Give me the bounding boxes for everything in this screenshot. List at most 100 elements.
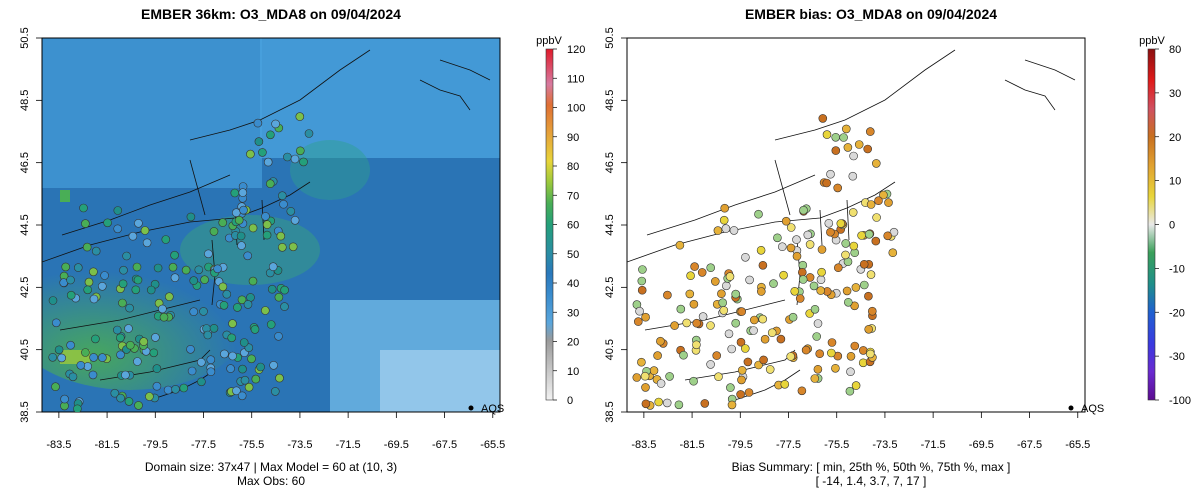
station-marker	[200, 275, 209, 285]
colorbar-tick-label: -10	[1169, 263, 1185, 275]
station-marker	[151, 333, 160, 342]
station-marker	[288, 242, 298, 252]
station-marker	[226, 364, 235, 373]
station-marker	[73, 404, 82, 412]
station-marker	[145, 392, 154, 401]
station-marker	[103, 218, 112, 228]
station-marker	[91, 334, 100, 344]
station-marker	[777, 242, 787, 251]
station-marker	[792, 235, 801, 244]
station-marker	[124, 397, 134, 406]
station-marker	[57, 353, 67, 363]
station-marker	[280, 302, 289, 311]
station-marker	[874, 196, 883, 205]
station-marker	[845, 386, 855, 396]
colorbar-tick-label: -100	[1169, 395, 1191, 407]
station-marker	[233, 303, 242, 312]
station-marker	[846, 351, 856, 361]
left-caption-line2: Max Obs: 60	[237, 474, 305, 488]
x-tick-label: -77.5	[191, 439, 216, 451]
station-marker	[153, 263, 163, 273]
x-tick-label: -65.5	[1065, 439, 1090, 451]
station-marker	[779, 270, 788, 280]
station-marker	[801, 345, 811, 355]
station-marker	[163, 385, 173, 395]
station-marker	[179, 383, 189, 393]
station-marker	[663, 290, 672, 300]
station-marker	[888, 248, 898, 257]
station-marker	[244, 382, 254, 392]
station-marker	[165, 292, 174, 302]
right-y-ticks: 38.5 40.5 42.5 44.5 46.5 48.5 50.5	[604, 27, 627, 423]
station-marker	[822, 178, 832, 188]
colorbar-tick-label: 20	[1169, 132, 1181, 144]
station-marker	[697, 268, 707, 277]
station-marker	[710, 277, 720, 286]
station-marker	[265, 179, 275, 188]
station-marker	[262, 220, 272, 229]
station-marker	[721, 224, 731, 233]
station-marker	[692, 340, 701, 350]
y-tick-label: 46.5	[604, 152, 616, 173]
station-marker	[842, 286, 852, 296]
station-marker	[186, 344, 195, 354]
station-marker	[74, 263, 83, 272]
station-marker	[118, 298, 127, 308]
station-marker	[731, 289, 741, 299]
x-tick-label: -83.5	[631, 439, 656, 451]
station-marker	[142, 238, 152, 248]
left-station-markers	[48, 112, 314, 412]
station-marker	[749, 326, 758, 335]
station-marker	[843, 297, 853, 307]
station-marker	[817, 245, 827, 254]
station-marker	[238, 364, 247, 374]
station-marker	[199, 307, 208, 316]
station-marker	[228, 319, 237, 328]
colorbar-tick-label: 30	[1169, 88, 1181, 100]
station-marker	[872, 213, 881, 222]
station-marker	[248, 276, 258, 286]
station-marker	[864, 230, 874, 239]
station-marker	[822, 130, 832, 139]
station-marker	[721, 281, 731, 291]
station-marker	[234, 215, 244, 225]
station-marker	[824, 219, 834, 228]
station-marker	[805, 240, 815, 249]
station-marker	[121, 370, 130, 380]
colorbar-tick-label: 0	[1169, 220, 1175, 232]
station-marker	[727, 400, 737, 410]
station-marker	[267, 284, 277, 294]
station-marker	[220, 349, 229, 359]
station-marker	[304, 129, 314, 138]
station-marker	[240, 375, 250, 385]
station-marker	[758, 314, 768, 324]
station-marker	[706, 360, 715, 369]
station-marker	[719, 215, 729, 225]
x-tick-label: -83.5	[46, 439, 71, 451]
station-marker	[788, 312, 798, 322]
station-marker	[649, 366, 659, 375]
station-marker	[765, 365, 775, 374]
station-marker	[670, 321, 679, 330]
station-marker	[676, 304, 686, 314]
station-marker	[809, 281, 819, 291]
station-marker	[797, 267, 807, 277]
station-marker	[759, 355, 768, 365]
station-marker	[713, 226, 723, 235]
station-marker	[741, 252, 750, 262]
station-marker	[799, 205, 808, 215]
station-marker	[66, 340, 75, 350]
station-marker	[848, 171, 858, 181]
station-marker	[81, 348, 90, 357]
station-marker	[812, 332, 822, 341]
station-marker	[760, 334, 770, 344]
station-marker	[228, 351, 237, 361]
y-tick-label: 40.5	[604, 339, 616, 360]
station-marker	[232, 386, 241, 396]
station-marker	[116, 393, 125, 403]
station-marker	[271, 119, 280, 129]
station-marker	[113, 206, 123, 215]
station-marker	[654, 397, 664, 407]
station-marker	[685, 289, 695, 299]
